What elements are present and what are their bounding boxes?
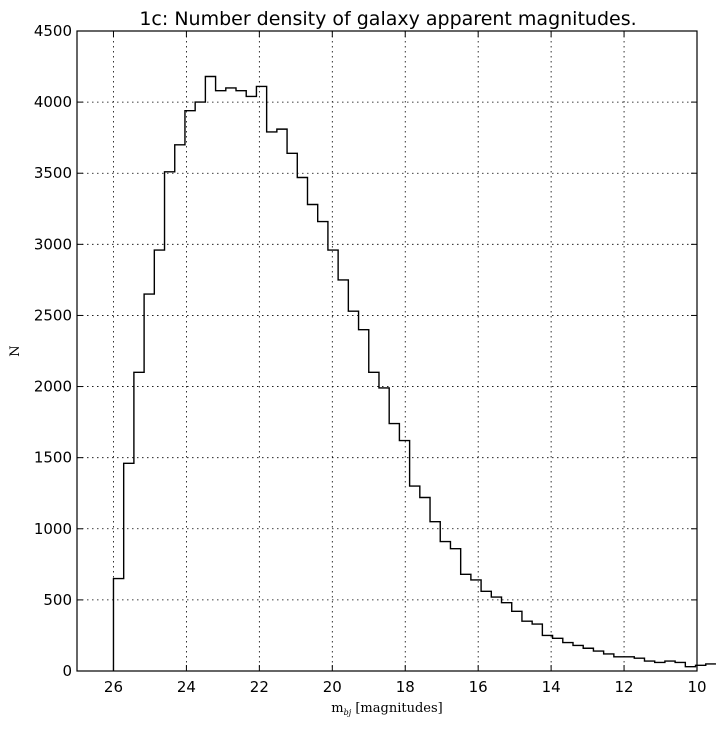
- x-tick-labels: 26 24 22 20 18 16 14 12 10: [104, 678, 707, 696]
- plot-frame: [76, 30, 698, 672]
- x-axis-label-main: m: [331, 701, 343, 716]
- y-tick-label: 2000: [34, 378, 72, 396]
- y-tick-labels: 0 500 1000 1500 2000 2500 3000 3500 4000 4500: [34, 22, 72, 680]
- x-tick-label: 18: [396, 678, 415, 696]
- x-axis-label-subscript: bj: [344, 708, 352, 717]
- x-tick-label: 10: [687, 678, 706, 696]
- y-tick-label: 500: [43, 591, 72, 609]
- y-tick-label: 1500: [34, 449, 72, 467]
- y-tick-label: 3500: [34, 164, 72, 182]
- x-tick-label: 16: [469, 678, 488, 696]
- x-tick-label: 26: [104, 678, 123, 696]
- chart-title: 1c: Number density of galaxy apparent ma…: [139, 8, 636, 30]
- y-axis-label: N: [8, 345, 23, 356]
- x-axis-label-unit: [magnitudes]: [351, 701, 443, 716]
- y-tick-label: 3000: [34, 235, 72, 253]
- grid-lines: [77, 31, 697, 671]
- y-tick-label: 2500: [34, 306, 72, 324]
- histogram-step-line: [112, 75, 716, 671]
- x-axis-label: mbj [magnitudes]: [331, 701, 442, 717]
- x-tick-label: 14: [542, 678, 561, 696]
- axis-ticks: [77, 30, 698, 672]
- y-tick-label: 4000: [34, 93, 72, 111]
- x-tick-label: 24: [177, 678, 196, 696]
- x-tick-label: 22: [250, 678, 269, 696]
- y-tick-label: 1000: [34, 520, 72, 538]
- y-tick-label: 4500: [34, 22, 72, 40]
- y-tick-label: 0: [62, 662, 72, 680]
- x-tick-label: 20: [323, 678, 342, 696]
- x-tick-label: 12: [615, 678, 634, 696]
